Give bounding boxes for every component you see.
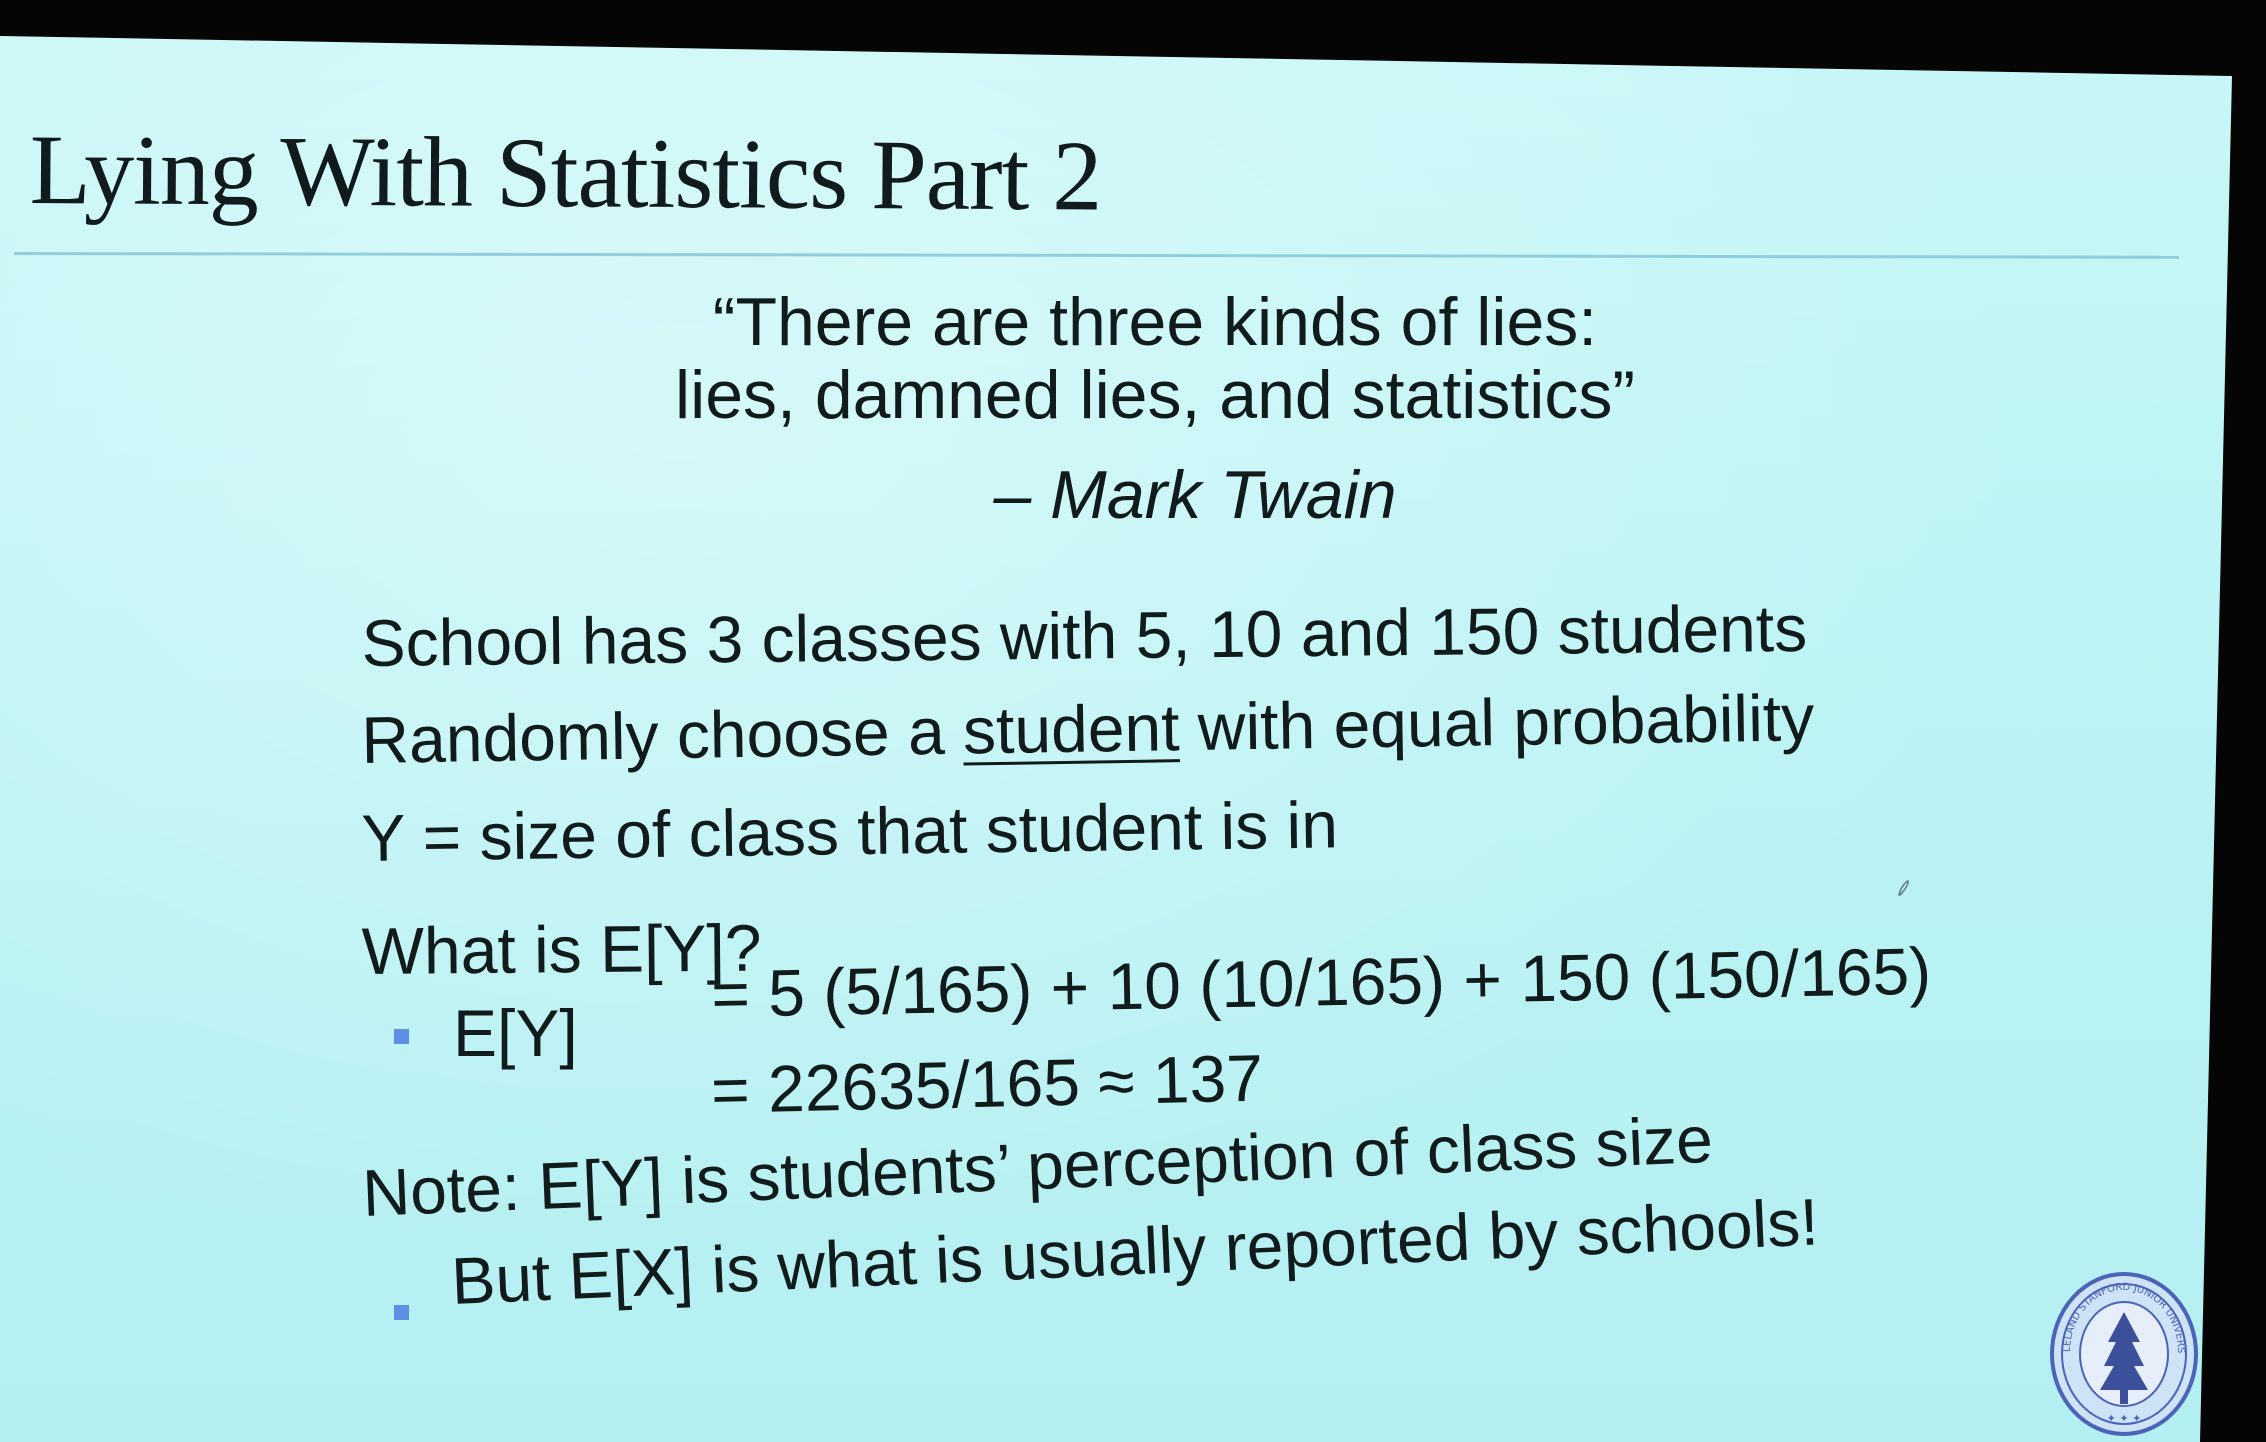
body-line-classes: School has 3 classes with 5, 10 and 150 … [361,590,1808,681]
body-line-random-choice: Randomly choose a student with equal pro… [361,679,1815,778]
slide-title: Lying With Statistics Part 2 [29,113,1102,232]
quote-author: – Mark Twain [993,457,1397,533]
expectation-label: E[Y] [453,996,578,1070]
body-line-y-definition: Y = size of class that student is in [360,787,1339,876]
title-divider [13,252,2179,259]
expectation-equation-2: = 22635/165 ≈ 137 [710,1040,1264,1128]
random-choice-suffix: with equal probability [1178,680,1815,765]
quote-line-1: “There are three kinds of lies: [712,284,1598,360]
quote-line-2: lies, damned lies, and statistics” [675,357,1635,433]
body-line-question: What is E[Y]? [361,910,762,989]
expectation-equation-1: = 5 (5/165) + 10 (10/165) + 150 (150/165… [710,933,1932,1032]
random-choice-prefix: Randomly choose a [360,693,964,778]
bullet-square-icon [394,1305,409,1320]
underlined-word-student: student [962,690,1181,768]
stanford-seal-icon: LELAND STANFORD JUNIOR UNIVERSITY ✦ ✦ ✦ [2048,1268,2198,1436]
bullet-square-icon [394,1029,409,1044]
svg-text:✦ ✦ ✦: ✦ ✦ ✦ [2107,1412,2142,1425]
pen-mark-icon [1898,880,1909,896]
